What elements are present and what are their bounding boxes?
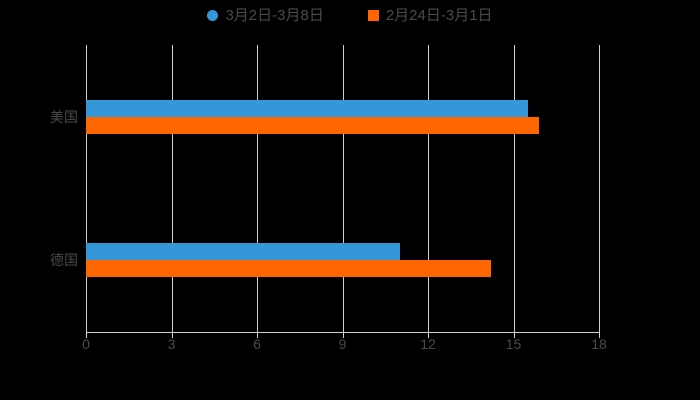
legend-entry-series-1[interactable]: 3月2日-3月8日	[207, 7, 324, 24]
x-axis-tick-label: 0	[82, 336, 90, 352]
legend-label-series-1: 3月2日-3月8日	[225, 7, 324, 24]
legend-marker-square-icon	[367, 10, 379, 21]
x-axis-tick-label: 12	[420, 336, 436, 352]
gridline	[513, 45, 515, 332]
chart-legend: 3月2日-3月8日 2月24日-3月1日	[0, 8, 700, 23]
y-axis-tick-label: 美国	[50, 108, 78, 125]
plot-area	[86, 45, 599, 332]
y-axis-line	[86, 45, 87, 332]
gridline	[428, 45, 429, 332]
x-axis-tick-mark	[599, 332, 600, 338]
gridline	[342, 45, 344, 332]
bar-美国-series-1[interactable]	[86, 99, 528, 117]
gridline	[599, 45, 600, 332]
bar-德国-series-1[interactable]	[86, 243, 400, 261]
legend-marker-circle-icon	[207, 10, 219, 21]
x-axis-tick-mark	[171, 332, 173, 338]
bar-美国-series-2[interactable]	[86, 116, 540, 134]
bar-德国-series-2[interactable]	[86, 260, 491, 278]
legend-entry-series-2[interactable]: 2月24日-3月1日	[367, 7, 493, 24]
x-axis-tick-mark	[513, 332, 515, 338]
y-axis-tick-label: 德国	[50, 252, 78, 269]
x-axis-tick-mark	[86, 332, 87, 338]
x-axis-tick-label: 9	[338, 336, 347, 352]
legend-label-series-2: 2月24日-3月1日	[385, 7, 493, 24]
x-axis-tick-label: 3	[167, 336, 176, 352]
x-axis-tick-label: 6	[253, 336, 261, 352]
gridline	[257, 45, 258, 332]
x-axis-tick-mark	[342, 332, 344, 338]
x-axis-tick-label: 15	[505, 336, 522, 352]
gridline	[171, 45, 173, 332]
x-axis-tick-mark	[257, 332, 258, 338]
x-axis-tick-mark	[428, 332, 429, 338]
x-axis-tick-label: 18	[591, 336, 607, 352]
